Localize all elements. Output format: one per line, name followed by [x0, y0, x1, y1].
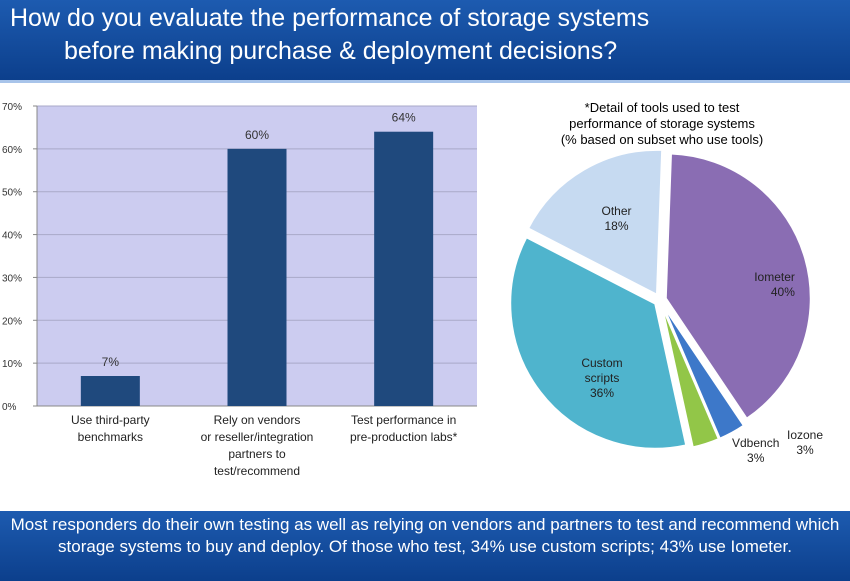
bar-value-label: 64%: [392, 111, 416, 125]
y-tick-label: 20%: [2, 316, 22, 327]
pie-slice-label-line: Other: [601, 204, 632, 219]
pie-slice: [526, 148, 664, 297]
pie-title-line-3: (% based on subset who use tools): [560, 132, 764, 147]
y-tick-label: 0%: [2, 402, 17, 413]
pie-slice-label-line: 36%: [589, 385, 615, 400]
bar-value-label: 7%: [102, 355, 120, 369]
x-category-label: Use third-party benchmarks: [35, 412, 185, 446]
y-tick-label: 10%: [2, 359, 22, 370]
pie-title-line-2: performance of storage systems: [569, 116, 755, 131]
page-title: How do you evaluate the performance of s…: [10, 2, 830, 68]
pie-slice-label-line: Iometer: [754, 269, 795, 284]
pie-slice-label-line: Custom: [581, 355, 623, 370]
bar-value-label: 60%: [245, 128, 269, 142]
x-category-label-line: pre-production labs*: [349, 430, 458, 444]
summary-text: Most responders do their own testing as …: [10, 515, 840, 556]
bar: [374, 131, 434, 406]
pie-slice-label-line: 3%: [796, 442, 814, 457]
title-banner: How do you evaluate the performance of s…: [0, 0, 850, 83]
pie-slice-label: Iometer 40%: [705, 270, 795, 300]
pie-slice-label-line: Iozone: [786, 427, 824, 442]
y-tick-label: 70%: [2, 102, 22, 113]
y-tick-label: 30%: [2, 273, 22, 284]
pie-slice-label: Vdbench 3%: [711, 436, 801, 466]
x-category-label-line: benchmarks: [77, 430, 144, 444]
pie-slice-label-line: 40%: [770, 284, 795, 299]
bar: [80, 376, 140, 406]
y-tick-label: 60%: [2, 145, 22, 156]
pie-slice-label-line: 18%: [604, 219, 629, 234]
pie-slice: [509, 235, 688, 450]
x-category-label-line: partners to: [228, 447, 286, 461]
pie-slice: [664, 152, 812, 421]
x-category-label: Rely on vendors or reseller/integration pa…: [182, 412, 332, 480]
pie-title-line-1: *Detail of tools used to test: [584, 100, 740, 115]
pie-slice: [661, 304, 746, 440]
x-category-label: Test performance in pre-production labs*: [329, 412, 479, 446]
summary-banner: Most responders do their own testing as …: [0, 511, 850, 581]
pie-slice-label-line: scripts: [584, 370, 620, 385]
pie-slice-label: Other 18%: [572, 204, 662, 234]
pie-slice-label: Custom scripts 36%: [557, 356, 647, 401]
x-category-label-line: Test performance in: [350, 413, 457, 427]
x-category-label-line: test/recommend: [213, 464, 301, 478]
pie-slice-label: Iozone 3%: [760, 428, 850, 458]
pie-slice-label-line: 3%: [747, 451, 765, 466]
pie-slice-label-line: Vdbench: [732, 436, 780, 451]
y-tick-label: 40%: [2, 231, 22, 242]
pie-title: *Detail of tools used to test performanc…: [528, 100, 796, 148]
pie-slice: [660, 305, 721, 449]
bar-chart: 0% 10% 20% 30% 40% 50% 60% 70% 7% 60% 64%: [2, 102, 477, 413]
pie-chart: [509, 148, 812, 450]
x-category-label-line: Rely on vendors: [213, 413, 301, 427]
y-tick-label: 50%: [2, 188, 22, 199]
x-category-label-line: or reseller/integration: [200, 430, 314, 444]
x-category-label-line: Use third-party: [70, 413, 150, 427]
title-line-2: before making purchase & deployment deci…: [64, 37, 618, 65]
title-line-1: How do you evaluate the performance of s…: [10, 4, 650, 32]
bar: [227, 148, 287, 406]
